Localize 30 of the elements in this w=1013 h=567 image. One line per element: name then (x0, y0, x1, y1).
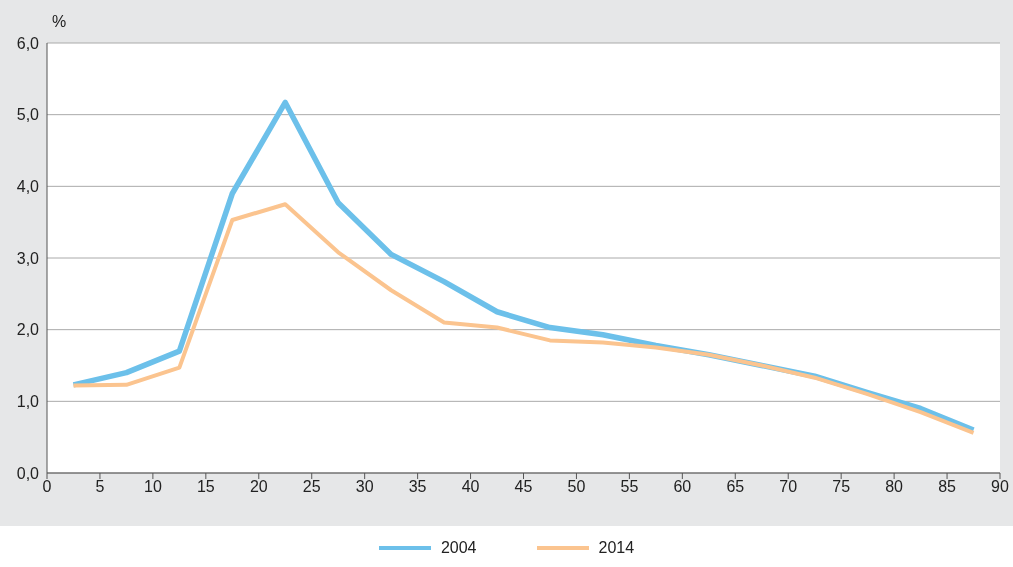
x-tick-label: 0 (42, 478, 52, 496)
x-tick-label: 30 (355, 478, 374, 496)
x-tick-label: 70 (779, 478, 798, 496)
x-tick-label: 20 (249, 478, 268, 496)
y-tick-label: 2,0 (16, 321, 40, 339)
y-tick-label: 5,0 (16, 106, 40, 124)
x-tick-label: 60 (673, 478, 692, 496)
y-axis-title: % (52, 13, 67, 31)
x-tick-label: 50 (567, 478, 586, 496)
x-tick-label: 45 (514, 478, 533, 496)
x-tick-label: 55 (620, 478, 639, 496)
x-tick-label: 85 (938, 478, 957, 496)
line-series (71, 202, 976, 435)
y-tick-label: 6,0 (16, 34, 40, 52)
x-tick-label: 90 (991, 478, 1009, 496)
y-tick-label: 0,0 (16, 464, 40, 482)
y-tick-label: 4,0 (16, 178, 40, 196)
x-tick-label: 65 (726, 478, 745, 496)
x-tick-label: 5 (95, 478, 105, 496)
x-tick-label: 10 (143, 478, 162, 496)
y-tick-label: 3,0 (16, 249, 40, 267)
x-tick-label: 40 (461, 478, 480, 496)
y-tick-label: 1,0 (16, 393, 40, 411)
x-tick-label: 75 (832, 478, 851, 496)
x-tick-label: 15 (196, 478, 215, 496)
x-tick-label: 25 (302, 478, 321, 496)
x-tick-label: 80 (885, 478, 904, 496)
x-tick-label: 35 (408, 478, 427, 496)
legend-label: 2004 (440, 539, 477, 557)
legend-label: 2014 (598, 539, 635, 557)
